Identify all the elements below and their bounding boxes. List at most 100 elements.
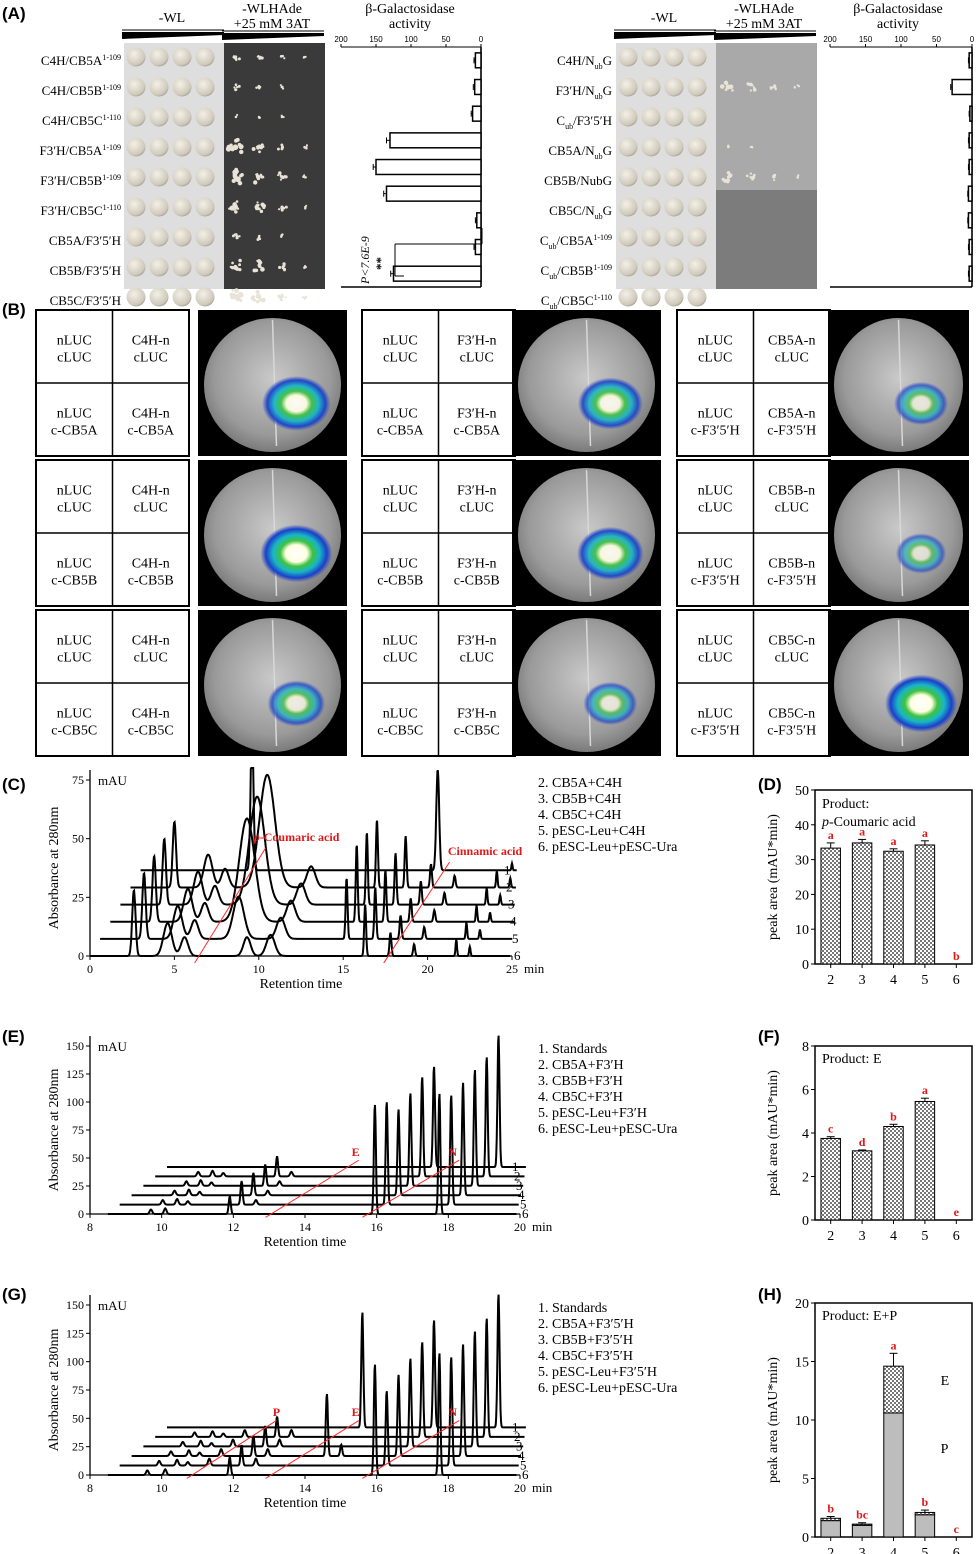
chromatogram-trace	[90, 888, 511, 957]
bar	[851, 1150, 873, 1221]
colony-growth	[234, 167, 239, 172]
colony-growth	[238, 235, 241, 238]
x-tick-label: 25	[506, 962, 518, 976]
x-tick-label: 20	[422, 962, 434, 976]
colony-spot	[687, 197, 707, 217]
colony-growth	[238, 263, 242, 267]
colony-spot	[664, 137, 684, 157]
colony-growth	[228, 207, 231, 210]
legend-entry: 4. CB5C+F3′H	[538, 1090, 623, 1105]
colony-spot	[664, 167, 684, 187]
luc-grid-label: C4H-n	[132, 707, 170, 722]
colony-spot	[195, 47, 215, 67]
header-wlhade: -WLHAde	[734, 2, 794, 17]
colony-growth	[280, 205, 284, 209]
x-tick-label: 5	[921, 973, 928, 988]
stat-stars: **	[373, 257, 388, 270]
chromatogram-trace	[120, 795, 515, 906]
header-beta-gal: β-Galactosidase	[365, 2, 455, 17]
luc-grid-label: c-F3′5′H	[691, 724, 740, 739]
colony-spot	[172, 137, 192, 157]
panel-label: (C)	[2, 775, 26, 794]
y-axis-title: Absorbance at 280nm	[47, 1068, 62, 1191]
beta-bar	[471, 105, 482, 122]
annotation-cinnamic: Cinnamic acid	[448, 844, 523, 858]
colony-growth	[277, 174, 280, 177]
colony-growth	[279, 84, 282, 87]
colony-spot	[149, 47, 169, 67]
colony-spot	[618, 47, 638, 67]
luc-grid-label: C4H-n	[132, 484, 170, 499]
colony-growth	[233, 170, 238, 175]
legend-entry: 2. CB5A+C4H	[538, 776, 622, 791]
y-tick-label: 40	[795, 819, 809, 834]
trace-label: 1	[512, 1159, 519, 1174]
bar-chart-title-2: p-Coumaric acid	[821, 815, 916, 830]
row-label: F3′H/CB5A1-109	[40, 143, 121, 158]
colony-spot	[641, 227, 661, 247]
row-label: CB5B/F3′5′H	[50, 263, 121, 278]
colony-growth	[256, 201, 259, 204]
x-tick-label: 14	[299, 1481, 311, 1495]
colony-growth	[796, 84, 799, 87]
bar	[914, 1100, 936, 1221]
annotation-p-coumaric: p-Coumaric acid	[253, 830, 340, 844]
y-axis-title: Absorbance at 280nm	[47, 1328, 62, 1451]
x-tick-label: 5	[921, 1546, 928, 1554]
luc-grid-label: cLUC	[57, 651, 91, 666]
significance-letter: a	[891, 1338, 897, 1352]
colony-growth	[282, 264, 286, 267]
x-axis-title: Retention time	[264, 1235, 347, 1250]
peak-marker-line	[186, 1420, 277, 1479]
beta-tick-label: 200	[823, 35, 837, 44]
row-label: Cub/CB5B1-109	[541, 263, 612, 281]
beta-bar	[968, 52, 973, 69]
y-tick-label: 50	[72, 1411, 84, 1425]
colony-spot	[641, 167, 661, 187]
colony-growth	[235, 296, 240, 302]
header-wlhade: -WLHAde	[242, 2, 302, 17]
chromatogram-trace	[155, 1057, 525, 1178]
colony-spot	[126, 257, 146, 277]
colony-growth	[276, 147, 280, 151]
row-label: CB5A/F3′5′H	[49, 233, 121, 248]
colony-growth	[234, 233, 238, 237]
colony-growth	[281, 233, 284, 236]
colony-growth	[259, 209, 264, 214]
wlhade-plate-lower	[716, 190, 817, 289]
x-tick-label: 3	[859, 1546, 866, 1554]
beta-bar	[967, 212, 973, 229]
colony-growth	[255, 86, 258, 89]
colony-spot	[687, 107, 707, 127]
colony-growth	[283, 57, 286, 60]
luc-grid-label: F3′H-n	[457, 334, 497, 349]
colony-growth	[301, 296, 305, 299]
luminescence-signal	[577, 377, 643, 430]
colony-spot	[664, 47, 684, 67]
colony-growth	[225, 146, 232, 152]
luc-grid-label: c-CB5A	[127, 424, 175, 439]
colony-spot	[618, 257, 638, 277]
colony-spot	[195, 77, 215, 97]
x-axis-title: Retention time	[260, 977, 343, 992]
colony-spot	[126, 47, 146, 67]
chromatogram-trace	[107, 1093, 517, 1215]
colony-growth	[253, 180, 258, 185]
chromatogram-trace	[130, 773, 516, 889]
colony-growth	[282, 116, 285, 119]
peak-marker-line	[383, 861, 450, 964]
colony-spot	[641, 47, 661, 67]
colony-spot	[172, 77, 192, 97]
y-tick-label: 0	[78, 1468, 84, 1482]
y-tick-label: 50	[72, 1151, 84, 1165]
bar-segment	[883, 1365, 904, 1414]
luc-grid-label: c-CB5C	[128, 724, 174, 739]
colony-growth	[231, 205, 235, 209]
x-tick-label: 10	[253, 962, 265, 976]
bar	[851, 842, 873, 965]
colony-spot	[641, 107, 661, 127]
colony-growth	[796, 176, 799, 179]
y-tick-label: 0	[78, 949, 84, 963]
colony-growth	[256, 173, 259, 176]
y-axis-title: Absorbance at 280nm	[47, 806, 62, 929]
